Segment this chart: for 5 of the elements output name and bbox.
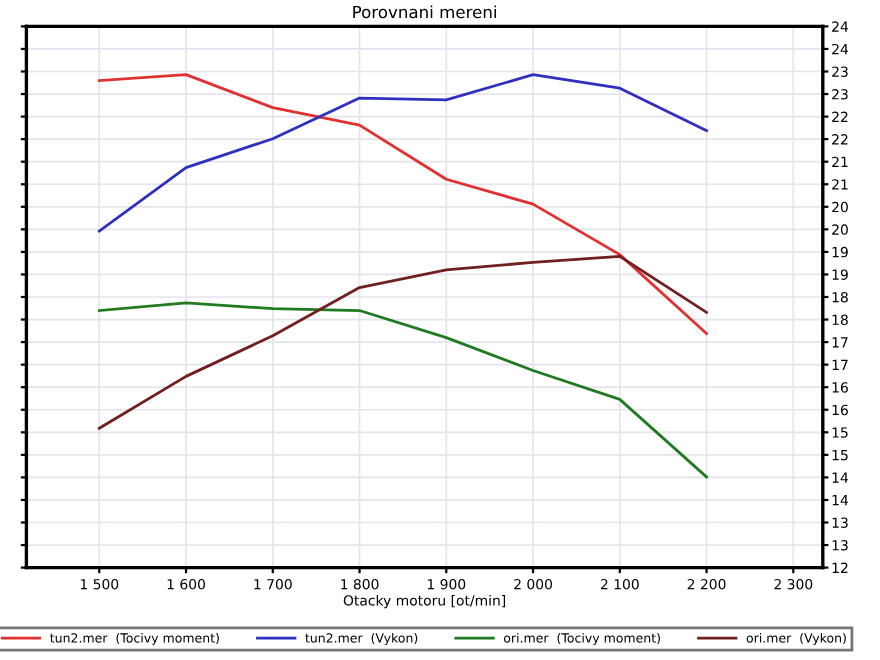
line-series	[97, 73, 708, 335]
line-series	[97, 301, 708, 479]
chart-title: Porovnani mereni	[353, 5, 496, 19]
line-series	[97, 73, 708, 233]
line-series	[97, 255, 708, 430]
